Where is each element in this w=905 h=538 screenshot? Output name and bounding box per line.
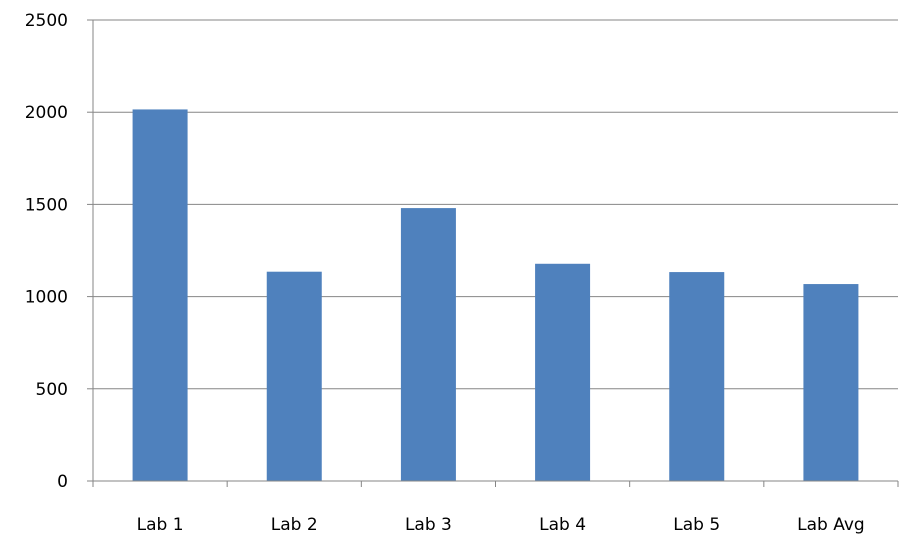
x-tick-label-6: Lab Avg <box>797 515 865 535</box>
gridlines <box>93 19 898 390</box>
x-tick-label-5: Lab 5 <box>673 515 720 535</box>
bar-6 <box>803 284 859 481</box>
y-tick-labels: 0 500 1000 1500 2000 2500 <box>25 11 68 492</box>
bars <box>132 109 859 482</box>
bar-4 <box>535 263 591 481</box>
x-tick-label-2: Lab 2 <box>271 515 318 535</box>
x-tick-label-1: Lab 1 <box>137 515 184 535</box>
x-tick-label-4: Lab 4 <box>539 515 586 535</box>
y-tick-label-1: 500 <box>36 380 68 400</box>
x-tick-labels: Lab 1 Lab 2 Lab 3 Lab 4 Lab 5 Lab Avg <box>137 515 865 535</box>
y-tick-label-0: 0 <box>57 472 68 492</box>
bar-3 <box>400 208 456 481</box>
y-tick-label-5: 2500 <box>25 11 68 31</box>
bar-2 <box>266 271 322 481</box>
bar-1 <box>132 109 188 482</box>
axes <box>87 19 899 487</box>
bar-5 <box>669 272 725 481</box>
x-tick-label-3: Lab 3 <box>405 515 452 535</box>
y-tick-label-3: 1500 <box>25 195 68 215</box>
y-tick-label-4: 2000 <box>25 103 68 123</box>
y-tick-label-2: 1000 <box>25 288 68 308</box>
